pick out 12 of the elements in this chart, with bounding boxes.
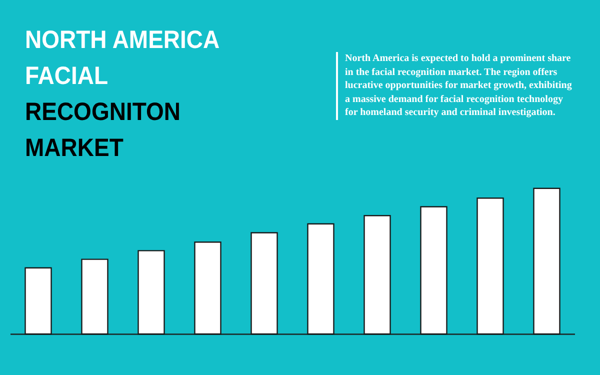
bar (24, 267, 52, 335)
bar (420, 206, 448, 335)
bar (533, 188, 560, 335)
bar (476, 198, 504, 335)
text: North America is expected to hold a prominent share in the facial recognition market. The region offers lucrative opportunities for market growth, exhibiting a massive demand for facial recognition technology for homeland security and criminal investigation. (336, 52, 575, 120)
bar (364, 215, 391, 335)
bar (138, 250, 165, 335)
bar (81, 258, 108, 335)
bar (307, 223, 334, 335)
bar (194, 242, 222, 335)
bar (250, 232, 278, 335)
chart-title: NORTH AMERICA FACIAL RECOGNITON MARKET (25, 26, 219, 162)
